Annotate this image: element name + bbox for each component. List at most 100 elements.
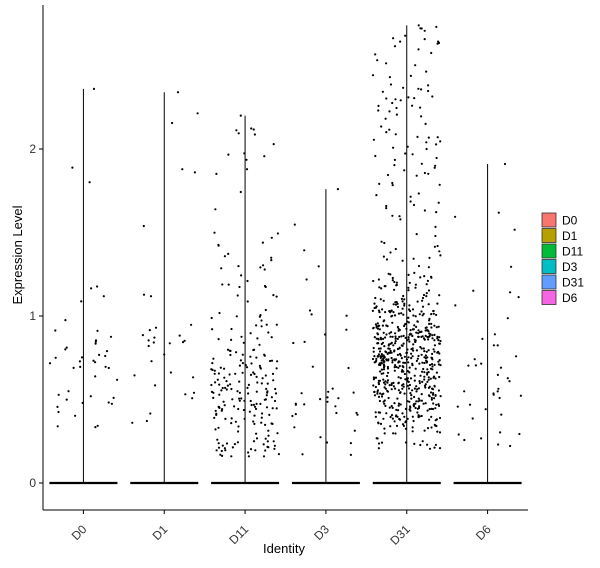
- point-d11: [223, 404, 226, 407]
- point-d31: [409, 200, 412, 203]
- point-d11: [263, 398, 266, 401]
- point-d6: [480, 437, 483, 440]
- point-d6: [473, 358, 476, 361]
- point-d0: [89, 395, 92, 398]
- point-d11: [252, 403, 255, 406]
- point-d6: [481, 337, 484, 340]
- point-d11: [223, 447, 226, 450]
- point-d11: [254, 407, 258, 410]
- point-d31: [398, 346, 401, 349]
- point-d6: [506, 377, 509, 380]
- point-d31: [436, 430, 439, 433]
- point-d11: [221, 454, 224, 457]
- point-d6: [508, 380, 511, 383]
- point-d31: [382, 357, 385, 360]
- point-d31: [438, 352, 441, 355]
- point-d11: [271, 407, 274, 410]
- point-d31: [394, 342, 397, 345]
- point-d31: [408, 371, 411, 374]
- point-d6: [509, 444, 512, 448]
- point-d3: [294, 413, 297, 416]
- point-d31: [411, 415, 414, 418]
- point-d3: [317, 265, 320, 268]
- point-d31: [401, 307, 404, 310]
- point-d31: [391, 184, 394, 187]
- point-d11: [225, 442, 229, 445]
- point-d31: [380, 353, 383, 356]
- point-d11: [230, 338, 233, 341]
- point-d11: [214, 428, 217, 431]
- point-d31: [374, 376, 378, 379]
- point-d31: [391, 181, 394, 185]
- point-d31: [404, 34, 407, 37]
- point-d11: [224, 449, 227, 452]
- point-d11: [214, 409, 217, 412]
- point-d0: [107, 366, 110, 370]
- point-d11: [223, 255, 226, 258]
- point-d3: [308, 309, 312, 312]
- point-d6: [468, 403, 472, 406]
- point-d11: [217, 442, 220, 445]
- point-d31: [427, 84, 430, 87]
- point-d31: [435, 326, 438, 329]
- point-d31: [379, 347, 382, 350]
- point-d31: [402, 342, 405, 345]
- point-d31: [426, 279, 429, 282]
- point-d11: [275, 407, 278, 410]
- point-d31: [438, 294, 441, 297]
- point-d0: [74, 414, 77, 417]
- point-d31: [377, 104, 380, 107]
- point-d31: [414, 64, 417, 67]
- point-d31: [417, 415, 420, 418]
- point-d11: [227, 283, 230, 286]
- point-d3: [303, 249, 306, 252]
- point-d3: [345, 328, 348, 331]
- point-d31: [420, 162, 423, 165]
- point-d31: [425, 326, 428, 329]
- point-d11: [239, 190, 242, 194]
- point-d31: [373, 355, 376, 358]
- point-d31: [375, 326, 378, 329]
- point-d31: [409, 329, 412, 332]
- point-d11: [275, 367, 278, 370]
- point-d31: [389, 342, 392, 345]
- point-d31: [433, 423, 436, 426]
- point-d31: [423, 361, 426, 365]
- point-d31: [431, 358, 434, 361]
- point-d11: [216, 378, 219, 381]
- point-d31: [377, 395, 381, 398]
- point-d31: [420, 88, 423, 91]
- point-d31: [394, 340, 397, 343]
- point-d31: [392, 311, 395, 314]
- point-d11: [225, 388, 228, 391]
- point-d31: [424, 122, 427, 125]
- point-d31: [437, 201, 440, 204]
- point-d31: [415, 400, 418, 403]
- point-d11: [266, 445, 269, 448]
- point-d31: [382, 378, 385, 381]
- point-d31: [393, 366, 396, 369]
- point-d1: [183, 339, 186, 342]
- point-d11: [234, 372, 237, 375]
- point-d31: [392, 146, 395, 149]
- point-d1: [141, 334, 144, 337]
- point-d31: [408, 383, 411, 387]
- point-d31: [426, 409, 429, 412]
- point-d31: [403, 298, 406, 301]
- point-d31: [395, 408, 398, 411]
- point-d6: [499, 431, 502, 434]
- point-d31: [435, 25, 438, 28]
- point-d31: [424, 357, 427, 360]
- point-d31: [434, 225, 437, 228]
- point-d11: [240, 397, 243, 400]
- point-d11: [214, 208, 217, 211]
- point-d31: [407, 336, 410, 339]
- point-d31: [436, 302, 439, 305]
- point-d31: [375, 357, 378, 360]
- point-d6: [454, 304, 457, 307]
- point-d31: [421, 335, 424, 338]
- point-d11: [234, 420, 237, 423]
- point-d31: [372, 378, 375, 381]
- point-d31: [423, 350, 426, 353]
- point-d1: [142, 224, 145, 228]
